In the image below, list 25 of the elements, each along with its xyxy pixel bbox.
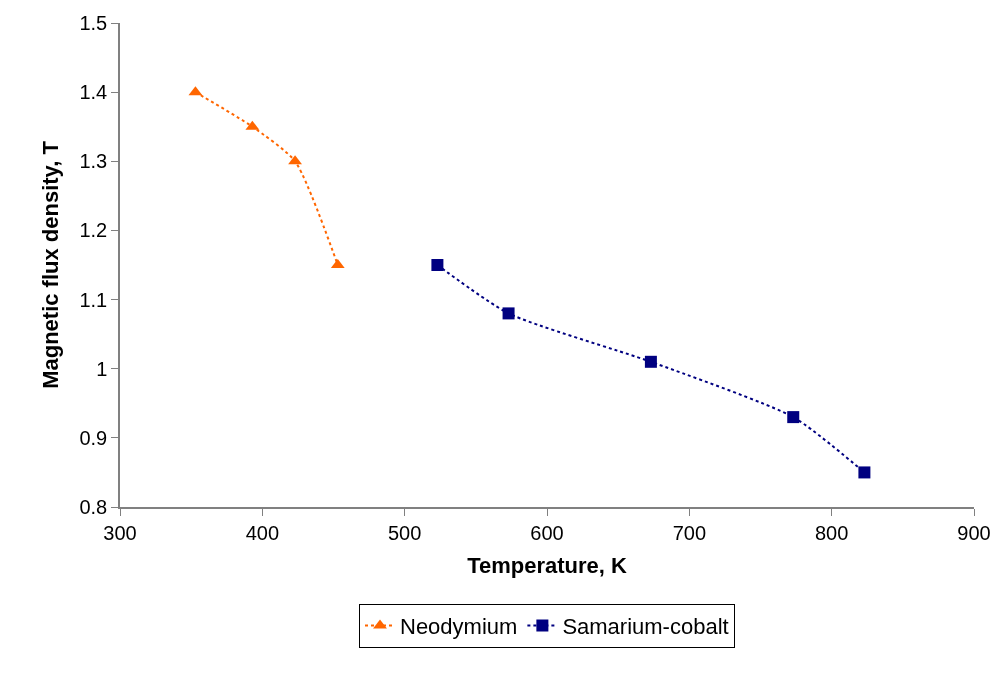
y-tick-label: 1.1	[79, 288, 108, 311]
x-tick-label: 600	[530, 521, 564, 544]
y-tick-label: 1	[96, 357, 108, 380]
y-tick-label: 0.8	[79, 496, 108, 518]
y-tick-label: 1.3	[79, 150, 108, 173]
point	[502, 307, 515, 320]
x-tick-label: 400	[245, 521, 280, 544]
x-tick-label: 300	[103, 521, 137, 544]
x-tick-label: 800	[814, 521, 849, 544]
legend-label: Samarium-cobalt	[562, 614, 729, 640]
point	[644, 355, 657, 368]
y-tick-label: 0.9	[79, 426, 108, 449]
point	[431, 259, 444, 271]
point	[787, 411, 800, 424]
legend-label: Neodymium	[400, 614, 518, 640]
y-axis-title: Magnetic flux density, T	[37, 140, 63, 389]
x-tick-label: 500	[387, 521, 422, 544]
x-axis-title: Temperature, K	[467, 553, 627, 579]
point	[288, 155, 302, 165]
x-tick-label: 700	[672, 521, 707, 544]
y-tick-label: 1.2	[79, 219, 108, 242]
y-tick-label: 1.5	[79, 12, 108, 34]
x-tick-label: 900	[957, 521, 991, 544]
point	[858, 466, 871, 479]
y-tick-label: 1.4	[79, 81, 108, 104]
